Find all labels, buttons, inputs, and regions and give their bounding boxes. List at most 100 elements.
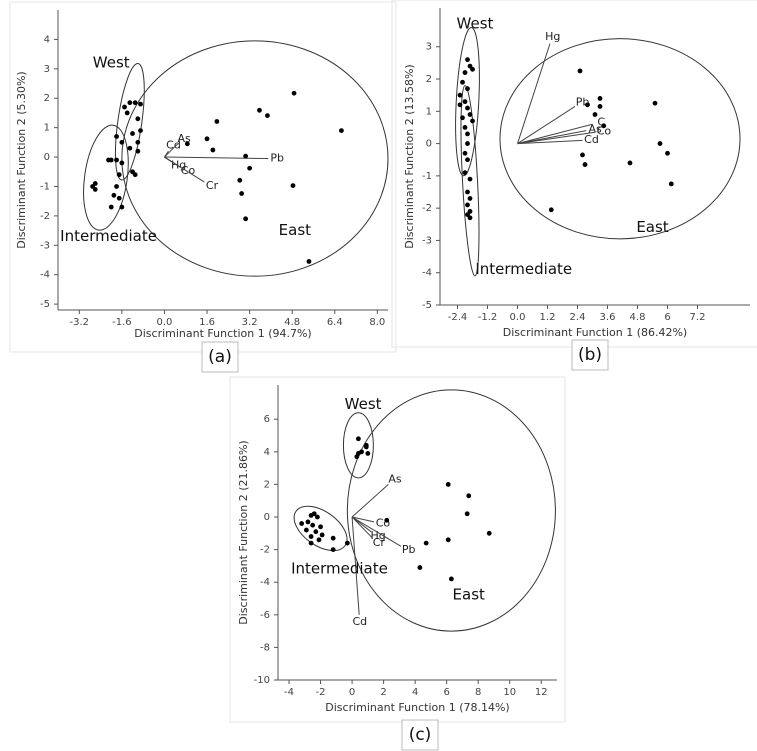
point [124, 110, 130, 116]
point [330, 535, 336, 541]
group-ellipse [460, 85, 480, 277]
caption: (b) [578, 345, 602, 365]
caption: (a) [208, 347, 232, 367]
point [344, 540, 350, 546]
vector-label: Cd [584, 133, 599, 146]
point [467, 196, 473, 201]
y-tick-label: -5 [40, 299, 50, 310]
point [114, 184, 119, 189]
point [130, 131, 135, 136]
point [627, 160, 633, 166]
caption-box [201, 341, 239, 373]
point [310, 522, 316, 528]
x-tick-label: 6.4 [327, 317, 343, 328]
point [290, 183, 296, 188]
point [239, 191, 245, 196]
x-tick-label: 1.2 [540, 312, 556, 323]
loading-vector [517, 139, 583, 145]
y-tick-label: 4 [44, 34, 50, 45]
vector-label: C [597, 115, 605, 128]
point [114, 134, 119, 139]
x-tick-label: 3.2 [242, 317, 258, 328]
y-tick-label: -3 [40, 240, 50, 251]
point [214, 119, 220, 124]
group-ellipse [499, 38, 741, 240]
x-tick-label: 0.0 [510, 312, 526, 323]
point [467, 63, 473, 69]
panel-frame [9, 1, 397, 353]
y-axis-title: Discriminant Function 2 (21.86%) [237, 440, 250, 624]
point [132, 100, 138, 106]
group-label: East [453, 586, 485, 604]
point [138, 128, 143, 133]
x-tick-label: 6 [443, 687, 449, 698]
caption-box [571, 339, 609, 371]
x-tick-label: 4 [412, 687, 418, 698]
x-tick-label: -1.6 [112, 317, 132, 328]
point [306, 259, 312, 264]
point [308, 534, 314, 539]
point [585, 102, 590, 108]
point [470, 118, 475, 124]
point [365, 451, 371, 456]
point [265, 113, 270, 118]
vector-label: Co [597, 124, 612, 137]
point [462, 125, 468, 130]
point [299, 521, 305, 526]
y-tick-label: -2 [40, 211, 50, 222]
point [457, 102, 463, 108]
point [318, 524, 323, 530]
group-label: East [279, 221, 311, 239]
y-tick-label: -5 [422, 300, 432, 311]
point [462, 99, 468, 105]
x-axis-title: Discriminant Function 1 (94.7%) [134, 327, 311, 340]
x-tick-label: 4.8 [284, 317, 300, 328]
x-tick-label: 1.6 [199, 317, 215, 328]
point [601, 123, 607, 129]
group-label: West [93, 53, 130, 71]
point [330, 547, 336, 553]
point [119, 139, 125, 145]
loading-vector [351, 516, 402, 547]
y-tick-label: -4 [40, 270, 50, 281]
point [135, 139, 141, 145]
vector-label: Cd [352, 615, 367, 628]
loading-vector [164, 156, 269, 160]
loading-vector [164, 156, 205, 183]
point [308, 540, 314, 546]
y-tick-label: -2 [260, 545, 270, 556]
point [116, 195, 122, 201]
point [465, 141, 470, 146]
group-ellipse [455, 26, 480, 177]
point [465, 131, 470, 137]
x-tick-label: 12 [535, 687, 548, 698]
vector-label: As [588, 122, 602, 135]
point [311, 511, 317, 517]
point [363, 444, 369, 450]
point [303, 527, 309, 533]
y-tick-label: 0 [44, 152, 50, 163]
group-ellipse [342, 412, 374, 479]
y-tick-label: 1 [44, 123, 50, 134]
x-tick-label: -2 [316, 687, 326, 698]
point [257, 107, 262, 113]
x-tick-label: -1.2 [478, 312, 498, 323]
point [465, 86, 470, 92]
point [457, 92, 463, 98]
y-tick-label: 2 [426, 74, 432, 85]
point [465, 157, 470, 163]
point [316, 537, 322, 543]
point [462, 70, 468, 75]
point [417, 565, 423, 570]
x-tick-label: 7.2 [690, 312, 706, 323]
point [597, 104, 603, 109]
point [243, 153, 249, 159]
y-axis-title: Discriminant Function 2 (5.30%) [15, 71, 28, 248]
loading-vector [517, 131, 596, 145]
point [445, 537, 451, 543]
x-tick-label: 0.0 [156, 317, 172, 328]
x-tick-label: 3.6 [600, 312, 616, 323]
y-tick-label: 0 [264, 512, 270, 523]
x-axis-title: Discriminant Function 1 (86.42%) [503, 326, 687, 339]
point [597, 95, 603, 101]
